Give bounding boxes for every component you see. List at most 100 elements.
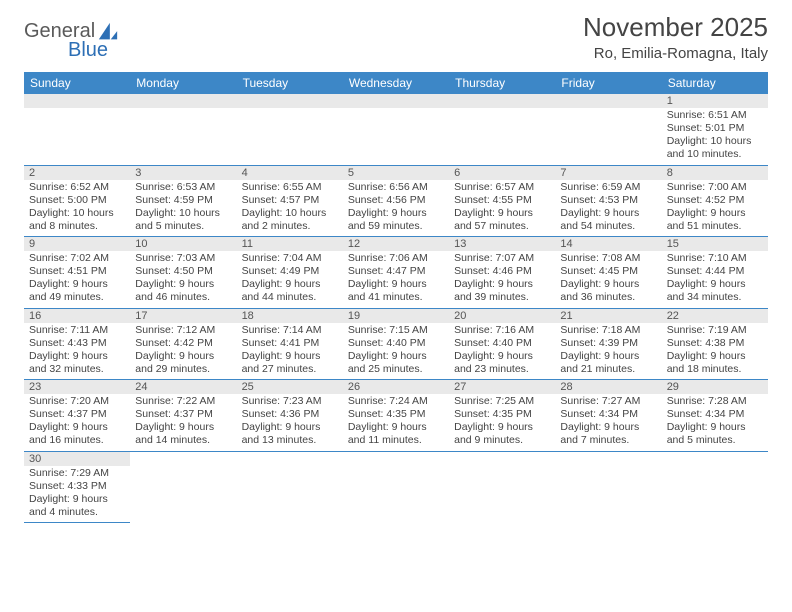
day-number: 28 xyxy=(555,380,661,394)
day-header-row: Sunday Monday Tuesday Wednesday Thursday… xyxy=(24,72,768,94)
daylight-text-1: Daylight: 9 hours xyxy=(667,207,763,220)
daylight-text-2: and 54 minutes. xyxy=(560,220,656,233)
day-body: Sunrise: 7:07 AMSunset: 4:46 PMDaylight:… xyxy=(449,251,555,308)
sunrise-text: Sunrise: 7:28 AM xyxy=(667,395,763,408)
sunset-text: Sunset: 4:52 PM xyxy=(667,194,763,207)
daylight-text-1: Daylight: 10 hours xyxy=(29,207,125,220)
day-number: 21 xyxy=(555,309,661,323)
calendar-cell: 21Sunrise: 7:18 AMSunset: 4:39 PMDayligh… xyxy=(555,308,661,380)
logo: General Blue xyxy=(24,20,119,62)
sunrise-text: Sunrise: 6:55 AM xyxy=(242,181,338,194)
sunrise-text: Sunrise: 6:57 AM xyxy=(454,181,550,194)
calendar-cell: 26Sunrise: 7:24 AMSunset: 4:35 PMDayligh… xyxy=(343,380,449,452)
sunset-text: Sunset: 4:33 PM xyxy=(29,480,125,493)
calendar-body: 1Sunrise: 6:51 AMSunset: 5:01 PMDaylight… xyxy=(24,94,768,523)
sunrise-text: Sunrise: 7:27 AM xyxy=(560,395,656,408)
sunrise-text: Sunrise: 7:29 AM xyxy=(29,467,125,480)
day-number: 22 xyxy=(662,309,768,323)
calendar-cell: 11Sunrise: 7:04 AMSunset: 4:49 PMDayligh… xyxy=(237,237,343,309)
calendar-cell xyxy=(130,451,236,523)
day-body: Sunrise: 7:04 AMSunset: 4:49 PMDaylight:… xyxy=(237,251,343,308)
day-body xyxy=(449,108,555,152)
dayhead-wed: Wednesday xyxy=(343,72,449,94)
day-body: Sunrise: 6:53 AMSunset: 4:59 PMDaylight:… xyxy=(130,180,236,237)
day-body: Sunrise: 6:57 AMSunset: 4:55 PMDaylight:… xyxy=(449,180,555,237)
day-body: Sunrise: 7:16 AMSunset: 4:40 PMDaylight:… xyxy=(449,323,555,380)
calendar-cell: 5Sunrise: 6:56 AMSunset: 4:56 PMDaylight… xyxy=(343,165,449,237)
calendar-cell: 30Sunrise: 7:29 AMSunset: 4:33 PMDayligh… xyxy=(24,451,130,523)
calendar-row: 30Sunrise: 7:29 AMSunset: 4:33 PMDayligh… xyxy=(24,451,768,523)
day-number: 15 xyxy=(662,237,768,251)
sunset-text: Sunset: 4:37 PM xyxy=(29,408,125,421)
day-number: 30 xyxy=(24,452,130,466)
sunset-text: Sunset: 4:46 PM xyxy=(454,265,550,278)
calendar-cell: 9Sunrise: 7:02 AMSunset: 4:51 PMDaylight… xyxy=(24,237,130,309)
calendar-cell: 8Sunrise: 7:00 AMSunset: 4:52 PMDaylight… xyxy=(662,165,768,237)
sunrise-text: Sunrise: 7:03 AM xyxy=(135,252,231,265)
daylight-text-2: and 4 minutes. xyxy=(29,506,125,519)
daylight-text-1: Daylight: 9 hours xyxy=(29,350,125,363)
daylight-text-2: and 5 minutes. xyxy=(667,434,763,447)
daylight-text-1: Daylight: 9 hours xyxy=(135,421,231,434)
calendar-cell: 14Sunrise: 7:08 AMSunset: 4:45 PMDayligh… xyxy=(555,237,661,309)
sunset-text: Sunset: 4:59 PM xyxy=(135,194,231,207)
sunrise-text: Sunrise: 7:06 AM xyxy=(348,252,444,265)
daylight-text-1: Daylight: 9 hours xyxy=(454,421,550,434)
sunrise-text: Sunrise: 7:15 AM xyxy=(348,324,444,337)
calendar-cell xyxy=(24,94,130,165)
day-body: Sunrise: 6:55 AMSunset: 4:57 PMDaylight:… xyxy=(237,180,343,237)
day-number: 13 xyxy=(449,237,555,251)
day-number: 10 xyxy=(130,237,236,251)
day-body: Sunrise: 7:11 AMSunset: 4:43 PMDaylight:… xyxy=(24,323,130,380)
day-body: Sunrise: 7:08 AMSunset: 4:45 PMDaylight:… xyxy=(555,251,661,308)
calendar-cell xyxy=(343,451,449,523)
daylight-text-1: Daylight: 9 hours xyxy=(348,421,444,434)
daylight-text-1: Daylight: 9 hours xyxy=(242,350,338,363)
day-body: Sunrise: 6:51 AMSunset: 5:01 PMDaylight:… xyxy=(662,108,768,165)
daylight-text-2: and 9 minutes. xyxy=(454,434,550,447)
day-number: 3 xyxy=(130,166,236,180)
day-body: Sunrise: 7:10 AMSunset: 4:44 PMDaylight:… xyxy=(662,251,768,308)
day-number: 27 xyxy=(449,380,555,394)
day-body xyxy=(24,108,130,152)
daylight-text-1: Daylight: 10 hours xyxy=(667,135,763,148)
calendar-cell: 17Sunrise: 7:12 AMSunset: 4:42 PMDayligh… xyxy=(130,308,236,380)
title-block: November 2025 Ro, Emilia-Romagna, Italy xyxy=(583,12,768,62)
day-body: Sunrise: 7:25 AMSunset: 4:35 PMDaylight:… xyxy=(449,394,555,451)
day-body: Sunrise: 7:19 AMSunset: 4:38 PMDaylight:… xyxy=(662,323,768,380)
sunset-text: Sunset: 4:41 PM xyxy=(242,337,338,350)
calendar-cell: 2Sunrise: 6:52 AMSunset: 5:00 PMDaylight… xyxy=(24,165,130,237)
day-number: 19 xyxy=(343,309,449,323)
sunset-text: Sunset: 5:00 PM xyxy=(29,194,125,207)
daylight-text-2: and 27 minutes. xyxy=(242,363,338,376)
day-number: 8 xyxy=(662,166,768,180)
sunset-text: Sunset: 4:49 PM xyxy=(242,265,338,278)
calendar-cell: 25Sunrise: 7:23 AMSunset: 4:36 PMDayligh… xyxy=(237,380,343,452)
calendar-row: 16Sunrise: 7:11 AMSunset: 4:43 PMDayligh… xyxy=(24,308,768,380)
daylight-text-2: and 25 minutes. xyxy=(348,363,444,376)
day-number: 24 xyxy=(130,380,236,394)
dayhead-sun: Sunday xyxy=(24,72,130,94)
day-number: 4 xyxy=(237,166,343,180)
sunrise-text: Sunrise: 7:11 AM xyxy=(29,324,125,337)
day-body: Sunrise: 7:12 AMSunset: 4:42 PMDaylight:… xyxy=(130,323,236,380)
calendar-cell: 24Sunrise: 7:22 AMSunset: 4:37 PMDayligh… xyxy=(130,380,236,452)
sunset-text: Sunset: 4:55 PM xyxy=(454,194,550,207)
day-body: Sunrise: 7:28 AMSunset: 4:34 PMDaylight:… xyxy=(662,394,768,451)
day-number xyxy=(237,94,343,108)
sunrise-text: Sunrise: 7:16 AM xyxy=(454,324,550,337)
sunset-text: Sunset: 4:36 PM xyxy=(242,408,338,421)
sunset-text: Sunset: 4:45 PM xyxy=(560,265,656,278)
daylight-text-1: Daylight: 9 hours xyxy=(29,421,125,434)
daylight-text-1: Daylight: 9 hours xyxy=(454,207,550,220)
calendar-cell xyxy=(449,451,555,523)
day-number: 16 xyxy=(24,309,130,323)
dayhead-tue: Tuesday xyxy=(237,72,343,94)
calendar-cell: 20Sunrise: 7:16 AMSunset: 4:40 PMDayligh… xyxy=(449,308,555,380)
daylight-text-2: and 13 minutes. xyxy=(242,434,338,447)
calendar-cell: 13Sunrise: 7:07 AMSunset: 4:46 PMDayligh… xyxy=(449,237,555,309)
daylight-text-2: and 10 minutes. xyxy=(667,148,763,161)
daylight-text-1: Daylight: 9 hours xyxy=(29,493,125,506)
day-body: Sunrise: 7:29 AMSunset: 4:33 PMDaylight:… xyxy=(24,466,130,523)
sunrise-text: Sunrise: 6:52 AM xyxy=(29,181,125,194)
